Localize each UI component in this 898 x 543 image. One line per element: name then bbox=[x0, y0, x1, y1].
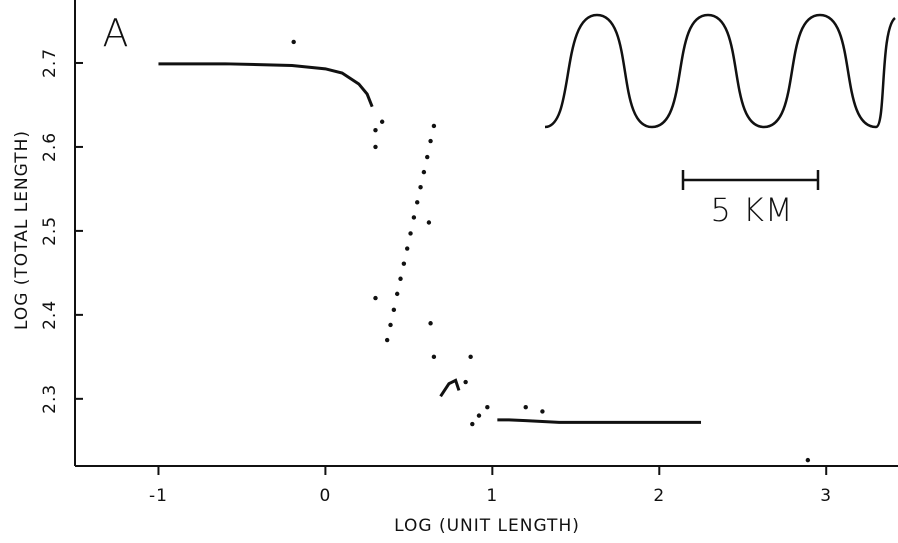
data-point bbox=[405, 246, 410, 251]
y-tick-label: 2.3 bbox=[40, 384, 60, 414]
scale-label: 5 KM bbox=[710, 191, 793, 229]
x-axis-label: LOG (UNIT LENGTH) bbox=[394, 516, 580, 536]
data-point bbox=[523, 405, 528, 410]
data-point bbox=[373, 295, 378, 301]
data-point bbox=[428, 321, 433, 326]
y-axis-label: LOG (TOTAL LENGTH) bbox=[12, 130, 32, 330]
data-point bbox=[428, 138, 433, 144]
data-point bbox=[388, 322, 393, 328]
data-point bbox=[373, 127, 378, 133]
data-point bbox=[415, 200, 420, 205]
y-tick-label: 2.6 bbox=[40, 132, 60, 162]
data-point bbox=[426, 220, 432, 225]
y-tick-label: 2.4 bbox=[40, 300, 60, 330]
data-point bbox=[540, 409, 545, 414]
x-tick-label: 0 bbox=[319, 486, 331, 506]
data-point bbox=[418, 185, 423, 190]
data-point bbox=[384, 337, 390, 343]
x-tick-label: 3 bbox=[820, 486, 832, 506]
data-point bbox=[408, 231, 413, 236]
data-point bbox=[401, 261, 407, 266]
data-curve bbox=[158, 62, 374, 108]
data-point bbox=[391, 307, 397, 313]
data-curve bbox=[497, 418, 702, 424]
data-point bbox=[421, 169, 427, 175]
data-point bbox=[411, 215, 417, 220]
y-tick-label: 2.5 bbox=[40, 216, 60, 246]
x-tick-label: 1 bbox=[486, 486, 498, 506]
data-point bbox=[476, 413, 482, 418]
scale-bar bbox=[681, 170, 820, 190]
data-point bbox=[805, 457, 811, 463]
inset-meander bbox=[544, 13, 896, 129]
data-point bbox=[468, 354, 473, 360]
data-point bbox=[291, 39, 296, 45]
x-tick-label: 2 bbox=[653, 486, 665, 506]
data-point bbox=[431, 354, 437, 360]
data-point bbox=[463, 379, 468, 385]
data-point bbox=[431, 123, 437, 129]
data-point bbox=[470, 421, 475, 427]
data-point bbox=[394, 291, 400, 297]
data-point bbox=[425, 154, 430, 160]
x-tick-label: -1 bbox=[149, 486, 168, 506]
panel-label: A bbox=[103, 12, 130, 56]
y-tick-label: 2.7 bbox=[40, 48, 60, 78]
data-point bbox=[485, 405, 490, 410]
data-point bbox=[379, 119, 385, 124]
data-point bbox=[373, 144, 378, 150]
data-point bbox=[398, 276, 403, 281]
data-curve bbox=[439, 378, 461, 398]
